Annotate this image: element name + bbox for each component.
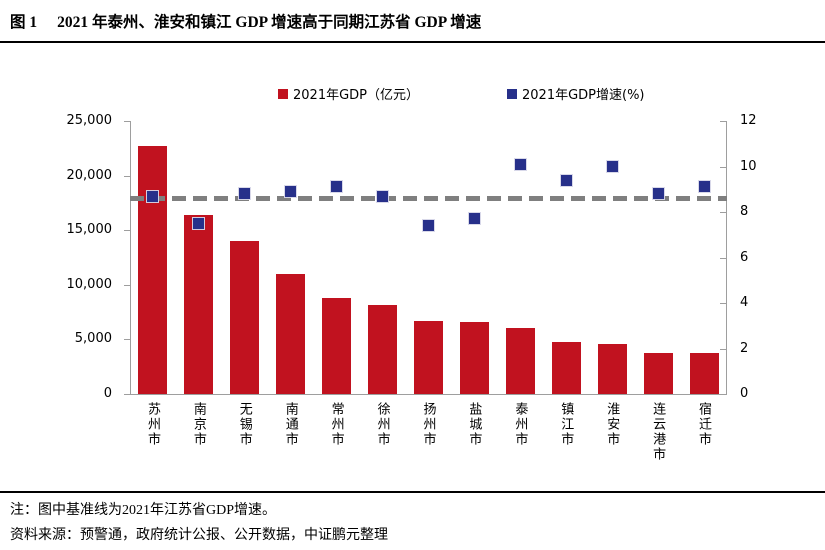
chart-note: 注：图中基准线为2021年江苏省GDP增速。 bbox=[10, 503, 277, 518]
gdp-bar bbox=[414, 320, 443, 394]
y-axis-left bbox=[130, 121, 131, 394]
gdp-bar bbox=[230, 241, 260, 394]
title-divider bbox=[0, 41, 825, 43]
y-axis-right-label: 6 bbox=[740, 249, 749, 265]
growth-legend-label: 2021年GDP增速(%) bbox=[522, 88, 645, 103]
gdp-bar bbox=[505, 328, 535, 394]
growth-marker bbox=[193, 217, 205, 229]
chart-source: 资料来源：预警通，政府统计公报、公开数据，中证鹏元整理 bbox=[10, 528, 388, 543]
category-label: 镇江市 bbox=[558, 402, 574, 447]
gdp-combo-chart: 0 5,000 10,000 15,000 20,000 25,000 0 2 4 6 8 10 12 苏… bbox=[66, 113, 757, 462]
growth-marker bbox=[423, 220, 434, 232]
y-axis-right-label: 8 bbox=[740, 204, 749, 219]
y-axis-right-tick bbox=[720, 121, 727, 122]
gdp-bar bbox=[322, 297, 352, 394]
y-axis-left-tick bbox=[124, 284, 130, 286]
y-axis-right-label: 12 bbox=[740, 113, 757, 128]
figure-title: 图 1 2021 年泰州、淮安和镇江 GDP 增速高于同期江苏省 GDP 增速 bbox=[10, 10, 481, 32]
y-axis-left-tick bbox=[124, 230, 130, 232]
y-axis-right-label: 10 bbox=[740, 158, 757, 174]
y-axis-left-label: 15,000 bbox=[66, 222, 113, 238]
gdp-bar bbox=[643, 353, 673, 394]
y-axis-left-tick bbox=[124, 394, 130, 395]
category-label: 苏州市 bbox=[144, 402, 160, 447]
growth-marker bbox=[698, 181, 710, 193]
y-axis-right-tick bbox=[720, 394, 727, 395]
gdp-legend-swatch bbox=[278, 88, 288, 99]
gdp-bar bbox=[689, 353, 719, 394]
category-label: 盐城市 bbox=[466, 402, 482, 447]
category-label: 徐州市 bbox=[374, 402, 390, 447]
y-axis-left-label: 10,000 bbox=[66, 276, 113, 292]
y-axis-right-label: 0 bbox=[740, 386, 749, 401]
gdp-legend-label: 2021年GDP（亿元） bbox=[293, 88, 420, 103]
gdp-bar bbox=[597, 344, 627, 394]
x-axis bbox=[130, 394, 727, 395]
growth-marker bbox=[331, 181, 343, 193]
y-axis-left-label: 25,000 bbox=[66, 113, 113, 128]
growth-marker bbox=[147, 190, 159, 202]
notes-divider bbox=[0, 491, 825, 493]
y-axis-left-tick bbox=[124, 121, 130, 122]
province-growth-baseline bbox=[130, 195, 727, 201]
growth-marker bbox=[468, 213, 480, 225]
y-axis-left-label: 0 bbox=[103, 386, 112, 401]
y-axis-right-label: 2 bbox=[740, 340, 749, 356]
category-label: 常州市 bbox=[328, 402, 344, 447]
growth-marker bbox=[606, 161, 618, 172]
category-label: 宿迁市 bbox=[696, 402, 712, 447]
category-label: 南通市 bbox=[282, 402, 298, 447]
gdp-bar bbox=[276, 273, 306, 394]
y-axis-right-label: 4 bbox=[740, 295, 749, 310]
growth-marker bbox=[377, 190, 389, 202]
gdp-bar bbox=[184, 215, 214, 394]
figure-title-text: 2021 年泰州、淮安和镇江 GDP 增速高于同期江苏省 GDP 增速 bbox=[57, 14, 482, 31]
gdp-bar bbox=[368, 305, 398, 394]
figure-number: 图 1 bbox=[10, 14, 38, 31]
legend-item-growth: 2021年GDP增速(%) bbox=[507, 84, 645, 103]
y-axis-left-tick bbox=[124, 175, 130, 177]
growth-marker bbox=[514, 158, 526, 170]
category-label: 淮安市 bbox=[604, 402, 620, 447]
gdp-bar bbox=[551, 341, 581, 394]
y-axis-left-label: 5,000 bbox=[74, 331, 112, 347]
category-label: 连云港市 bbox=[650, 402, 666, 462]
growth-marker bbox=[239, 188, 251, 200]
gdp-bar bbox=[138, 145, 168, 394]
y-axis-right-tick bbox=[720, 166, 727, 168]
growth-marker bbox=[285, 186, 297, 198]
category-label: 无锡市 bbox=[236, 402, 252, 447]
category-label: 扬州市 bbox=[420, 402, 436, 447]
y-axis-right-tick bbox=[720, 303, 727, 304]
y-axis-right-tick bbox=[720, 348, 727, 350]
category-label: 南京市 bbox=[190, 402, 206, 447]
growth-marker bbox=[652, 188, 664, 200]
y-axis-left-tick bbox=[124, 339, 130, 341]
growth-legend-swatch bbox=[507, 88, 517, 99]
growth-marker bbox=[560, 174, 572, 186]
chart-legend: 2021年GDP（亿元） 2021年GDP增速(%) bbox=[0, 84, 825, 103]
y-axis-right-tick bbox=[720, 212, 727, 213]
y-axis-left-label: 20,000 bbox=[66, 167, 113, 183]
y-axis-right-tick bbox=[720, 257, 727, 259]
category-label: 泰州市 bbox=[512, 402, 528, 447]
gdp-bar bbox=[459, 321, 489, 394]
legend-item-gdp: 2021年GDP（亿元） bbox=[278, 84, 419, 103]
